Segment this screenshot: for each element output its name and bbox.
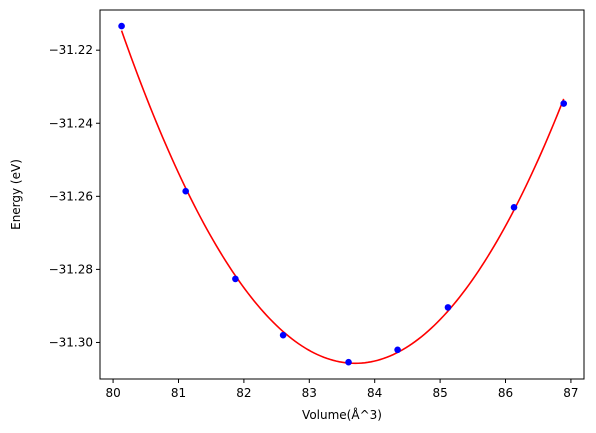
- x-axis: 80 81 82 83 84 85 86 87: [105, 379, 579, 400]
- y-axis-label: Energy (eV): [9, 159, 23, 230]
- data-point: [279, 331, 287, 339]
- x-tick-label: 83: [302, 386, 317, 400]
- x-tick-label: 81: [171, 386, 186, 400]
- x-tick-label: 84: [367, 386, 382, 400]
- data-point: [232, 275, 239, 283]
- fit-curve-line: [120, 30, 565, 365]
- x-tick-label: 85: [432, 386, 447, 400]
- x-tick-label: 86: [498, 386, 513, 400]
- x-tick-label: 82: [236, 386, 251, 400]
- y-axis: −31.22 −31.24 −31.26 −31.28 −31.30: [49, 43, 100, 349]
- data-point: [394, 346, 401, 354]
- axes-frame: [99, 9, 585, 380]
- y-tick-label: −31.28: [49, 262, 93, 276]
- y-tick-label: −31.24: [49, 116, 93, 130]
- y-tick-label: −31.22: [49, 43, 93, 57]
- data-point: [118, 22, 125, 30]
- data-point: [444, 304, 452, 311]
- x-axis-label: Volume(Å^3): [302, 407, 382, 422]
- y-tick-label: −31.26: [49, 189, 93, 203]
- data-point: [560, 100, 568, 107]
- data-point: [345, 358, 352, 366]
- x-tick-label: 87: [563, 386, 578, 400]
- data-point: [182, 187, 189, 195]
- data-point: [510, 203, 518, 211]
- x-tick-label: 80: [105, 386, 120, 400]
- plot-area: [118, 22, 568, 366]
- y-tick-label: −31.30: [49, 335, 93, 349]
